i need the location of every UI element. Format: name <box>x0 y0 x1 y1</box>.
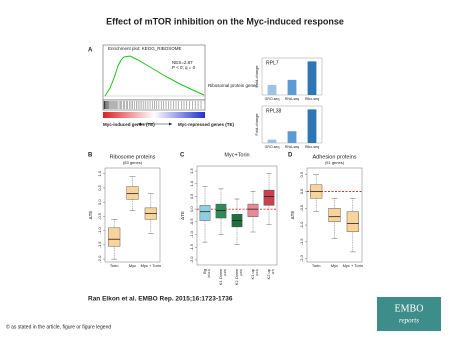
bar <box>307 61 317 95</box>
y-axis-label: ΔTE <box>290 211 295 220</box>
barcode-frame <box>102 99 206 111</box>
x-tick-label: Ribo-seq <box>305 145 319 149</box>
chart-title: RPL7 <box>266 60 279 66</box>
axis-note: Myc-repressed genes (TE) <box>178 122 235 127</box>
panel-label: B <box>88 153 93 159</box>
gsea-plot: Enrichment plot: KEGG_RIBOSOME NES=2.87 … <box>102 44 259 127</box>
gsea-stat: P < 0; q = 0 <box>172 65 196 70</box>
x-tick-label: K1 Down <box>218 269 223 285</box>
chart-subtitle: (83 genes) <box>123 160 143 165</box>
y-tick-label: -2.0 <box>299 254 304 262</box>
bar <box>267 139 277 143</box>
charts: RPL7 Fold-change GRO-seq RNA-seq Ribo-seq RPL… <box>88 57 364 285</box>
y-tick-label: -1.0 <box>189 230 194 238</box>
y-axis-label: Fold-change <box>254 65 259 88</box>
x-tick-label: Bg <box>202 269 207 274</box>
chart-title: Ribosome proteins <box>110 154 156 160</box>
x-tick-label: RNA-seq <box>285 97 299 101</box>
box <box>108 227 121 247</box>
x-tick-label: Torin <box>312 263 321 268</box>
y-axis-label: ΔTE <box>88 211 93 220</box>
y-tick-label: 0.5 <box>299 171 304 177</box>
y-tick-label: -1.5 <box>299 238 304 246</box>
x-tick-label: GRO-seq <box>265 145 280 149</box>
bar <box>287 79 297 95</box>
y-tick-label: -1.5 <box>97 241 102 249</box>
x-tick-label: RNA-seq <box>285 145 299 149</box>
x-tick-label: K2 up <box>266 268 271 279</box>
plot-frame <box>196 165 278 266</box>
y-tick-label: -2.0 <box>189 256 194 264</box>
y-axis-label: ΔTE <box>180 211 185 220</box>
y-tick-label: -0.5 <box>189 218 194 226</box>
y-tick-label: 1.0 <box>97 170 102 176</box>
bar <box>267 84 277 95</box>
y-tick-label: 1.5 <box>189 168 194 174</box>
y-tick-label: 0.5 <box>189 193 194 199</box>
gsea-stat: NES=2.87 <box>172 60 193 65</box>
bar <box>307 109 317 143</box>
enrichment-curve <box>104 55 205 97</box>
y-tick-label: -0.5 <box>97 212 102 220</box>
box <box>126 186 139 200</box>
gene-set-label: Ribosomal protein genes <box>208 83 259 88</box>
barcode <box>103 101 202 109</box>
x-tick-label: Myc <box>129 263 136 268</box>
y-tick-label: 0.0 <box>299 188 304 194</box>
y-tick-label: 0.0 <box>189 206 194 212</box>
box <box>263 189 275 206</box>
box <box>346 211 359 232</box>
x-tick-count: (198) <box>223 269 227 276</box>
rank-gradient <box>103 112 205 118</box>
x-tick-count: (104) <box>255 269 259 276</box>
y-tick-label: -1.0 <box>97 226 102 234</box>
y-tick-label: -0.5 <box>299 204 304 212</box>
chart-title: RPL38 <box>266 108 282 114</box>
y-tick-label: 1.0 <box>189 180 194 186</box>
x-tick-label: K2 Down <box>234 269 239 285</box>
x-tick-label: Myc + Torin <box>141 263 162 268</box>
x-tick-label: Ribo-seq <box>305 97 319 101</box>
panel-label: C <box>180 153 185 159</box>
x-tick-count: (268) <box>239 269 243 276</box>
y-tick-label: -1.5 <box>189 243 194 251</box>
chart-subtitle: (51 genes) <box>325 160 345 165</box>
plot-frame <box>104 167 161 263</box>
x-tick-label: Myc <box>331 263 338 268</box>
citation: Ran Elkon et al. EMBO Rep. 2015;16:1723-… <box>88 296 233 303</box>
chart-title: Adhesion proteins <box>312 154 356 160</box>
gsea-title: Enrichment plot: KEGG_RIBOSOME <box>108 46 182 51</box>
logo-text: reports <box>399 317 419 325</box>
slide-title: Effect of mTOR inhibition on the Myc-ind… <box>106 16 344 26</box>
chart-title: Myc+Torin <box>224 152 249 158</box>
x-tick-count: (8414) <box>207 269 211 278</box>
logo-text: EMBO <box>395 303 424 314</box>
panel-label: D <box>288 153 293 159</box>
y-tick-label: -1.0 <box>299 221 304 229</box>
logo-box <box>377 297 441 331</box>
bar <box>287 131 297 143</box>
x-tick-label: GRO-seq <box>265 97 280 101</box>
plot-frame <box>306 167 363 263</box>
footer: © as stated in the article, figure or fi… <box>6 323 111 330</box>
box <box>215 203 227 219</box>
x-tick-label: Torin <box>110 263 119 268</box>
x-tick-label: Myc + Torin <box>343 263 364 268</box>
box <box>199 205 211 221</box>
y-axis-label: Fold-change <box>254 113 259 136</box>
axis-note: Myc-induced genes (TE) <box>103 122 155 127</box>
y-tick-label: -2.0 <box>97 255 102 263</box>
box <box>247 203 259 217</box>
x-tick-count: (97) <box>271 269 275 274</box>
panel-label: A <box>88 48 93 54</box>
y-tick-label: 0.0 <box>97 199 102 205</box>
x-tick-label: K1 up <box>250 268 255 279</box>
y-tick-label: 0.5 <box>97 184 102 190</box>
box <box>328 208 341 222</box>
